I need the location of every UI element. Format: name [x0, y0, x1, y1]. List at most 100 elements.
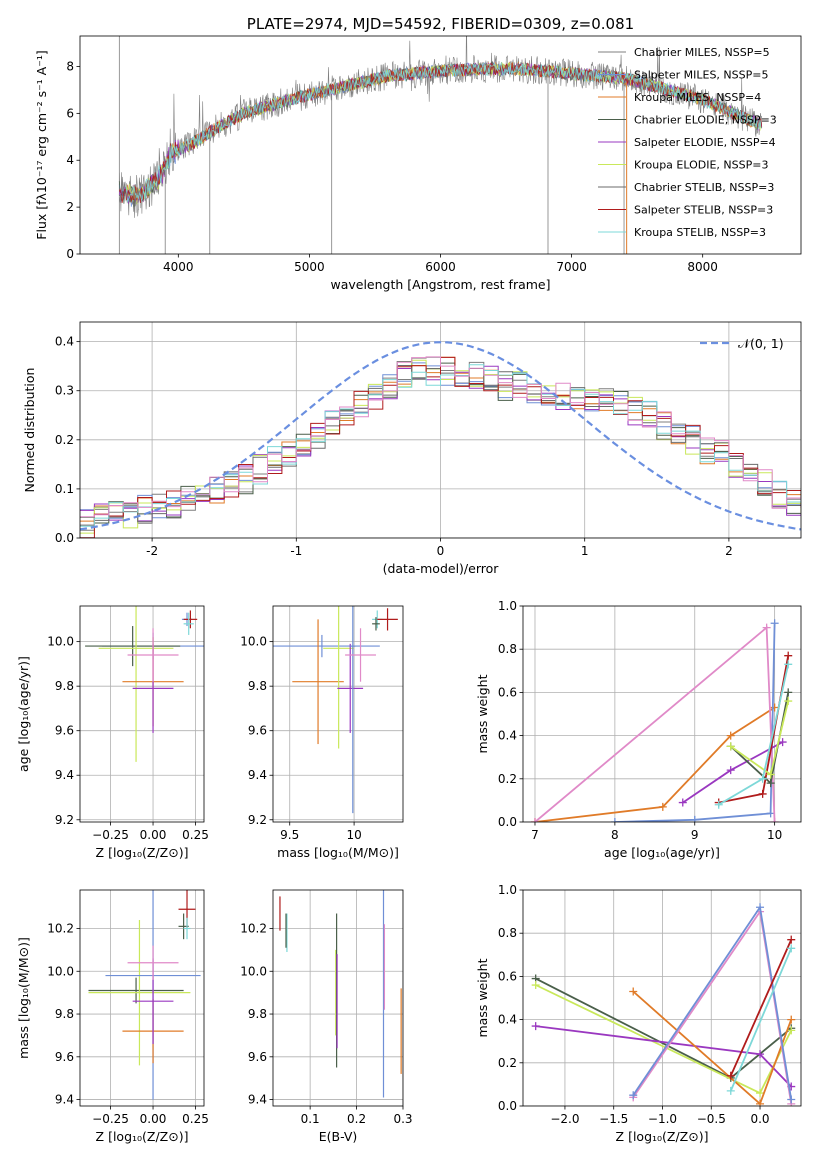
legend-label-6: Kroupa ELODIE, NSSP=3 — [634, 159, 768, 172]
weight-point-4-2 — [756, 1099, 765, 1106]
y-tick-label: 0.8 — [498, 926, 517, 940]
weight-point-8-2 — [787, 944, 796, 953]
weight-point-2-2 — [690, 815, 699, 822]
y-tick-label: 9.6 — [248, 724, 267, 738]
y-tick-label: 9.6 — [55, 1050, 74, 1064]
legend: 𝒩(0, 1) — [700, 336, 784, 351]
y-axis-label: Normed distribution — [22, 368, 37, 493]
weight-point-2-3 — [766, 809, 775, 818]
weight-point-4-2 — [726, 766, 735, 775]
y-tick-label: 9.4 — [248, 768, 267, 782]
axes-frame — [79, 889, 205, 1107]
legend-label: 𝒩(0, 1) — [738, 336, 784, 351]
x-tick-label: 8 — [611, 828, 619, 842]
y-tick-label: 9.6 — [248, 1050, 267, 1064]
y-tick-label: 0.8 — [498, 642, 517, 656]
y-tick-label: 9.4 — [55, 1093, 74, 1107]
y-axis-label: mass weight — [475, 958, 490, 1037]
y-tick-label: 9.8 — [248, 679, 267, 693]
axes-frame — [272, 605, 404, 823]
x-tick-label: 10 — [767, 828, 782, 842]
y-tick-label: 1.0 — [498, 883, 517, 897]
y-tick-label: 6 — [66, 106, 74, 120]
weight-point-5-3 — [784, 651, 793, 660]
legend-label-4: Chabrier ELODIE, NSSP=3 — [634, 114, 777, 127]
y-tick-label: 0.0 — [498, 1099, 517, 1113]
plot-area — [80, 890, 204, 1106]
x-tick-label: 6000 — [425, 260, 456, 274]
x-tick-label: 4000 — [163, 260, 194, 274]
chart-8: −2.0 −1.5 −1.0 −0.5 0.0 0.0 0.2 0.4 0.6 0.8 1.0 Z [… — [475, 883, 802, 1144]
plot-area — [118, 36, 763, 254]
x-tick-label: 0.25 — [182, 828, 209, 842]
x-tick-label: −1.0 — [648, 1112, 677, 1126]
weight-point-6-2 — [756, 903, 765, 912]
y-tick-label: 9.8 — [55, 679, 74, 693]
weight-point-8-2 — [758, 774, 767, 783]
x-axis-label: mass [log₁₀(M/M⊙)] — [277, 845, 399, 860]
weight-point-7-3 — [784, 697, 793, 706]
weight-line-2 — [614, 623, 776, 822]
y-tick-label: 9.2 — [55, 813, 74, 827]
x-tick-label: 0.2 — [347, 1112, 366, 1126]
x-tick-label: 8000 — [687, 260, 718, 274]
x-tick-label: −1.5 — [599, 1112, 628, 1126]
x-tick-label: 1 — [581, 544, 589, 558]
y-tick-label: 9.8 — [55, 1007, 74, 1021]
series-line-9 — [125, 61, 762, 203]
weight-point-3-2 — [762, 623, 771, 632]
weight-point-7-1 — [726, 1071, 735, 1080]
weight-point-6-2 — [766, 779, 775, 788]
y-axis-label: mass weight — [475, 674, 490, 753]
chart-6: −0.25 0.00 0.25 9.4 9.6 9.8 10.0 10.2 Z [log₁₀(Z… — [16, 889, 209, 1144]
x-tick-label: 0 — [437, 544, 445, 558]
plot-area — [523, 606, 801, 822]
y-tick-label: 10.2 — [47, 921, 74, 935]
weight-point-3-3 — [770, 818, 779, 822]
legend-label-7: Chabrier STELIB, NSSP=3 — [634, 181, 774, 194]
normal-curve-line — [80, 341, 801, 531]
y-tick-label: 0.2 — [498, 1056, 517, 1070]
y-tick-label: 1.0 — [498, 599, 517, 613]
x-axis-label: Z [log₁₀(Z/Z⊙)] — [96, 1129, 189, 1144]
weight-line-7 — [729, 939, 793, 1077]
y-tick-label: 2 — [66, 200, 74, 214]
y-tick-label: 9.6 — [55, 724, 74, 738]
y-tick-label: 10.0 — [240, 635, 267, 649]
histogram-step-8 — [80, 356, 801, 538]
y-tick-label: 10.2 — [240, 921, 267, 935]
y-tick-label: 10.0 — [47, 635, 74, 649]
weight-point-4-1 — [678, 798, 687, 807]
y-tick-label: 0.3 — [55, 384, 74, 398]
chart-title: PLATE=2974, MJD=54592, FIBERID=0309, z=0… — [247, 15, 634, 33]
weight-point-7-2 — [787, 935, 796, 944]
weight-point-6-3 — [784, 688, 793, 697]
chart-1: 4000 5000 6000 7000 8000 0 2 4 6 8 wavelength [Ang… — [34, 15, 802, 292]
weight-point-7-2 — [766, 770, 775, 779]
histogram-step-10 — [80, 356, 801, 518]
x-tick-label: 10 — [346, 828, 361, 842]
weight-point-6-3 — [787, 1095, 796, 1104]
weight-point-3-1 — [530, 818, 539, 822]
weight-point-3-1 — [531, 1022, 540, 1031]
x-tick-label: −0.25 — [92, 828, 129, 842]
weight-point-6-1 — [629, 1091, 638, 1100]
weight-point-4-3 — [787, 1015, 796, 1024]
y-tick-label: 9.4 — [55, 768, 74, 782]
legend-label-3: Kroupa MILES, NSSP=4 — [634, 91, 761, 104]
legend-label-2: Salpeter MILES, NSSP=5 — [634, 69, 768, 82]
y-tick-label: 10.0 — [240, 964, 267, 978]
y-tick-label: 0 — [66, 247, 74, 261]
x-axis-label: Z [log₁₀(Z/Z⊙)] — [96, 845, 189, 860]
weight-point-2-2 — [756, 1089, 765, 1098]
plot-area — [273, 606, 403, 822]
y-tick-label: 0.2 — [498, 772, 517, 786]
weight-point-8-1 — [714, 800, 723, 809]
weight-point-2-1 — [610, 818, 619, 822]
plot-area — [80, 322, 801, 538]
axes-frame — [522, 605, 802, 823]
x-tick-label: 0.00 — [140, 828, 167, 842]
axes-frame — [79, 605, 205, 823]
y-tick-label: 10.0 — [47, 964, 74, 978]
